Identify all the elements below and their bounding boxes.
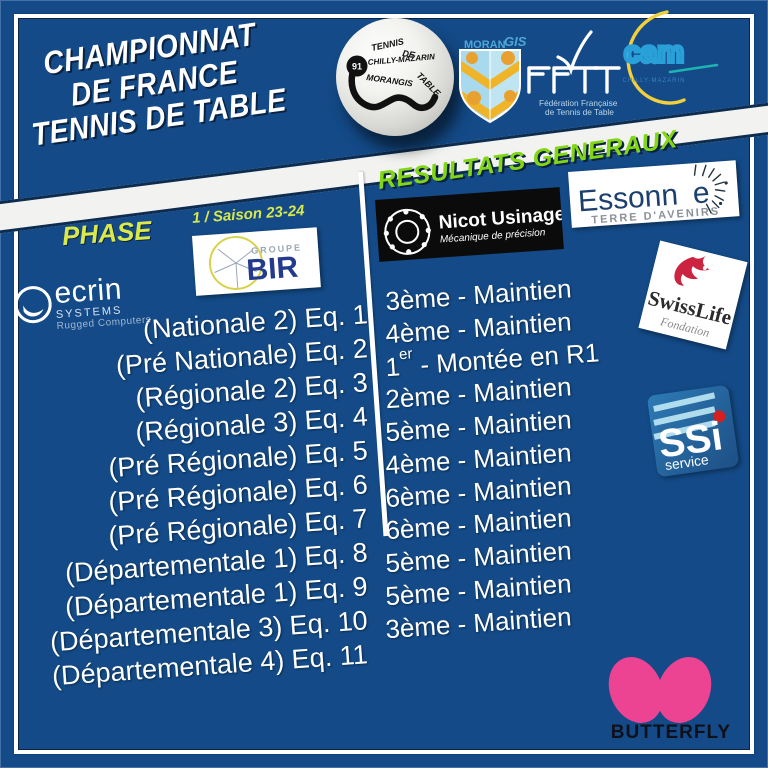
svg-text:BUTTERFLY: BUTTERFLY (611, 722, 731, 743)
svg-text:de Tennis de Table: de Tennis de Table (545, 107, 614, 115)
svg-text:CHILLY-MAZARIN: CHILLY-MAZARIN (367, 52, 435, 67)
svg-text:e: e (692, 176, 711, 210)
svg-text:TENNIS: TENNIS (370, 36, 404, 53)
svg-text:MORANGIS: MORANGIS (366, 72, 414, 88)
svg-text:BIR: BIR (245, 251, 299, 288)
svg-text:cam: cam (624, 36, 684, 69)
svg-text:GIS: GIS (504, 34, 527, 49)
svg-text:CHILLY-MAZARIN: CHILLY-MAZARIN (622, 78, 685, 84)
svg-text:91: 91 (352, 62, 362, 72)
svg-text:TABLE: TABLE (415, 70, 444, 99)
